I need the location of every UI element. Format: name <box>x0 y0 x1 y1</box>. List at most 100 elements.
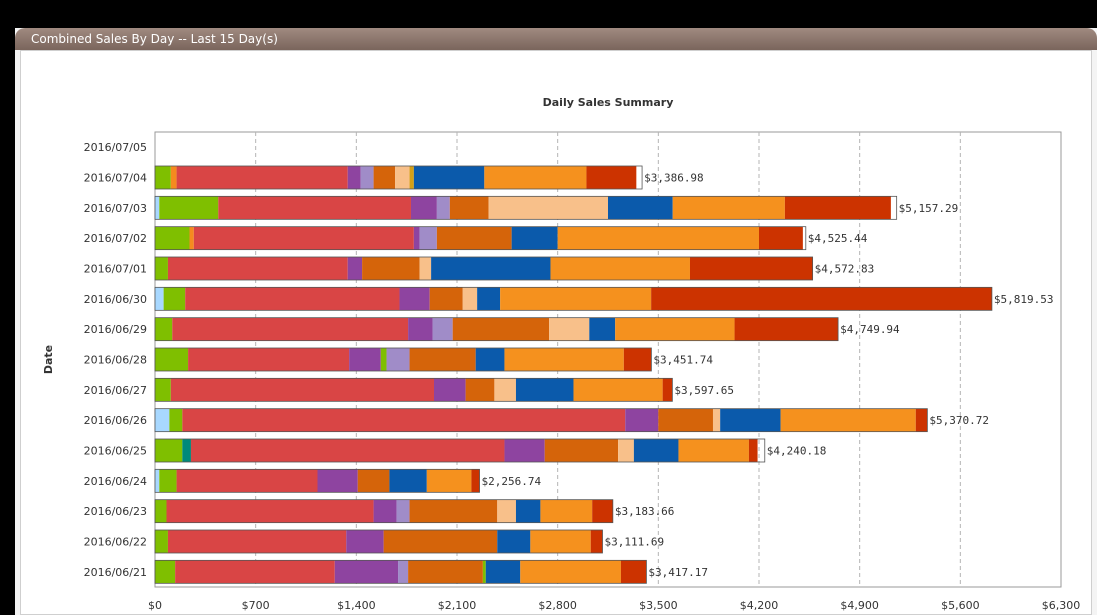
bar-segment <box>633 439 679 462</box>
bar-segment <box>362 257 420 280</box>
bar-segment <box>530 530 591 553</box>
bar-segment <box>155 257 168 280</box>
panel-header[interactable]: Combined Sales By Day -- Last 15 Day(s) <box>15 28 1097 50</box>
bar-segment <box>477 287 501 311</box>
bar-segment <box>497 530 531 553</box>
bar-segment <box>360 166 374 189</box>
bar-segment <box>504 348 624 371</box>
bar-segment <box>185 287 400 311</box>
bar-outline <box>154 256 814 281</box>
bar-segment <box>317 469 358 493</box>
y-tick-label: 2016/06/21 <box>84 566 147 579</box>
bar-segment <box>544 439 619 462</box>
bar-segment <box>176 166 348 189</box>
bar-outline <box>154 165 643 190</box>
bar-outline <box>154 468 480 493</box>
bar-segment <box>615 317 735 341</box>
total-label: $3,417.17 <box>648 566 708 579</box>
total-label: $4,749.94 <box>840 323 900 336</box>
bar-segment <box>347 257 363 280</box>
bar-segment <box>515 499 541 523</box>
bar-segment <box>170 378 434 402</box>
x-tick-label: $2,100 <box>438 599 477 612</box>
bar-segment <box>172 317 409 341</box>
bar-segment <box>540 499 593 523</box>
bar-segment <box>176 469 318 493</box>
bar-segment <box>347 166 361 189</box>
bar-segment <box>557 226 759 250</box>
bar-segment <box>409 166 414 189</box>
bar-segment <box>155 499 167 523</box>
chart-container: $0 $700 $1,400 $2,100 $2,800 $3,500 $4,200 $4,9… <box>20 50 1092 615</box>
bar-segment <box>586 166 637 189</box>
y-tick-label: 2016/06/24 <box>84 475 147 488</box>
bar-segment <box>592 499 613 523</box>
bar-outline <box>154 195 898 220</box>
y-axis-label: Date <box>42 345 55 374</box>
total-label: $4,572.83 <box>815 263 875 276</box>
bar-segment <box>494 378 516 402</box>
total-label: $5,819.53 <box>994 293 1054 306</box>
total-label: $3,597.65 <box>674 384 734 397</box>
y-tick-label: 2016/06/28 <box>84 354 147 367</box>
bar-segment <box>618 439 634 462</box>
bar-segment <box>413 166 485 189</box>
bar-segment <box>334 560 399 584</box>
x-tick-label: $2,800 <box>538 599 577 612</box>
bar-segment <box>413 226 420 250</box>
bar-segment <box>409 348 476 371</box>
bar-outline <box>154 377 673 402</box>
bar-segment <box>170 166 177 189</box>
bar-segment <box>155 317 173 341</box>
bar-segment <box>915 408 928 432</box>
bar-outline <box>154 529 603 554</box>
total-label: $4,525.44 <box>808 232 868 245</box>
total-label: $3,451.74 <box>653 354 713 367</box>
bar-segment <box>349 348 381 371</box>
bar-segment <box>395 166 410 189</box>
bar-segment <box>386 348 410 371</box>
bar-segment <box>169 408 183 432</box>
chart-title: Daily Sales Summary <box>543 96 674 109</box>
bar-segment <box>380 348 387 371</box>
bar-outline <box>154 226 807 251</box>
bar-outline <box>154 408 928 433</box>
x-tick-label: $0 <box>148 599 162 612</box>
bar-outline <box>154 347 652 372</box>
bar-segment <box>346 530 384 553</box>
bar-segment <box>672 196 785 220</box>
bar-segment <box>159 196 219 220</box>
sales-panel: Combined Sales By Day -- Last 15 Day(s) … <box>15 28 1097 615</box>
y-tick-label: 2016/06/29 <box>84 323 147 336</box>
total-label: $3,111.69 <box>604 536 664 549</box>
bar-segment <box>432 317 453 341</box>
bar-segment <box>689 257 813 280</box>
bar-segment <box>720 408 781 432</box>
bar-segment <box>462 287 478 311</box>
bar-segment <box>155 348 189 371</box>
y-tick-label: 2016/06/25 <box>84 445 147 458</box>
bar-segment <box>678 439 749 462</box>
bar-segment <box>182 408 626 432</box>
bar-segment <box>651 287 992 311</box>
bar-segment <box>190 439 505 462</box>
y-tick-label: 2016/06/27 <box>84 384 147 397</box>
bar-segment <box>373 499 397 523</box>
bar-segment <box>163 287 186 311</box>
bar-segment <box>188 348 350 371</box>
x-tick-label: $3,500 <box>639 599 678 612</box>
bar-segment <box>573 378 663 402</box>
bar-segment <box>504 439 545 462</box>
bar-segment <box>433 378 466 402</box>
bar-segment <box>658 408 713 432</box>
bar-segment <box>482 560 486 584</box>
bar-segment <box>175 560 335 584</box>
bar-segment <box>155 196 160 220</box>
y-tick-label: 2016/06/23 <box>84 505 147 518</box>
bar-segment <box>357 469 390 493</box>
x-tick-label: $5,600 <box>941 599 980 612</box>
sales-chart: $0 $700 $1,400 $2,100 $2,800 $3,500 $4,200 $4,9… <box>42 96 1080 612</box>
bar-segment <box>485 560 521 584</box>
total-label: $2,256.74 <box>482 475 542 488</box>
bar-segment <box>155 226 190 250</box>
